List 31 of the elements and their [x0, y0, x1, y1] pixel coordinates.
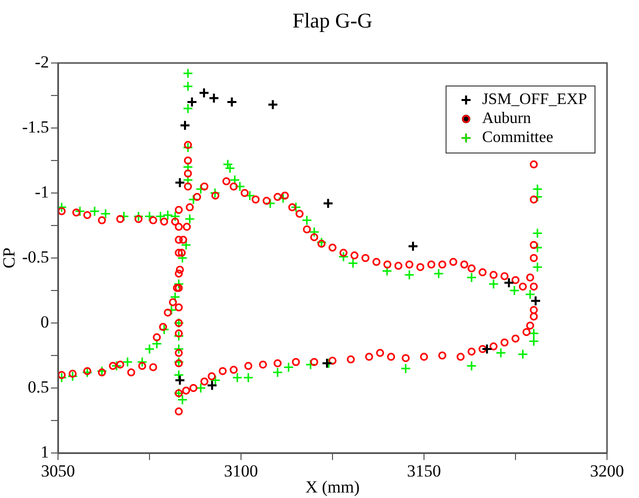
y-tick-label: 1 [40, 442, 49, 462]
point [503, 277, 514, 288]
legend-label: Auburn [482, 110, 531, 128]
y-tick-label: -1 [34, 182, 49, 202]
y-tick-label: 0.5 [28, 377, 49, 396]
legend-label: Committee [482, 129, 554, 146]
point [208, 92, 220, 104]
chart-title: Flap G-G [292, 8, 372, 33]
point [186, 96, 198, 108]
y-tick-label: -0.5 [22, 247, 49, 266]
point [267, 99, 278, 110]
x-tick-label: 3200 [590, 462, 624, 481]
x-tick-label: 3050 [41, 462, 75, 481]
point [198, 87, 210, 98]
y-tick-label: -1.5 [22, 117, 49, 136]
x-axis-title: X (mm) [305, 477, 360, 496]
point [180, 120, 190, 131]
point [322, 198, 334, 209]
y-axis-title: CP [0, 248, 19, 268]
point [481, 344, 492, 354]
point [174, 177, 186, 188]
legend-label: JSM_OFF_EXP [482, 91, 588, 108]
point [530, 295, 542, 306]
point [174, 374, 186, 386]
y-tick-label: 0 [40, 312, 49, 332]
x-tick-label: 3150 [407, 462, 441, 481]
point [206, 380, 218, 391]
point [408, 240, 419, 252]
y-tick-label: -2 [34, 52, 49, 72]
x-tick-label: 3100 [224, 462, 258, 481]
point [226, 96, 238, 108]
